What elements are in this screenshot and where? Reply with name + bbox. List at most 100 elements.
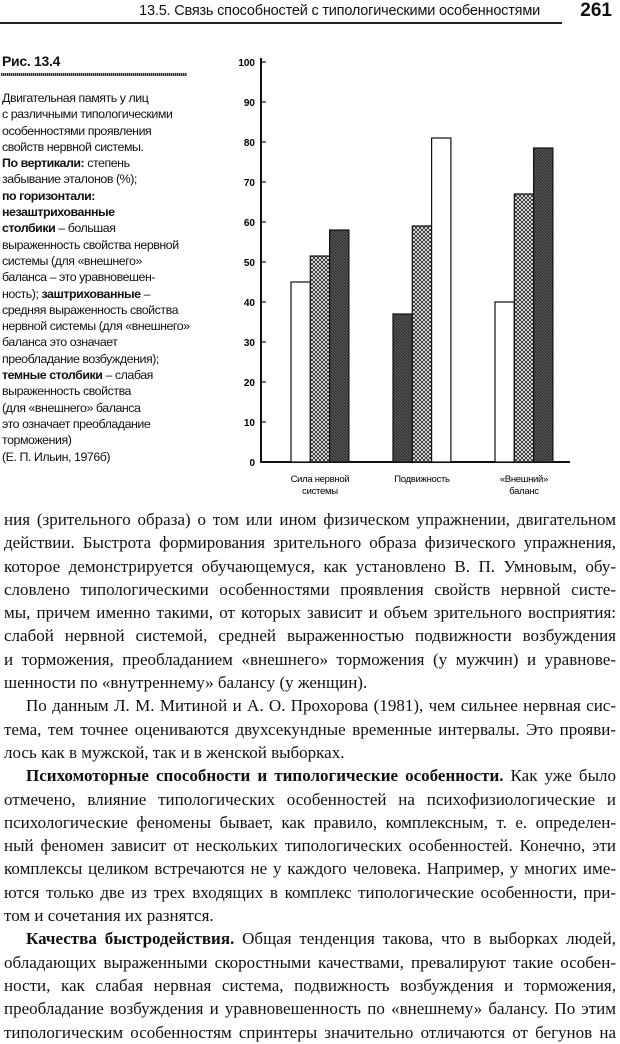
caption-line: торможения) <box>2 432 202 448</box>
line-text: шенности по «внутреннему» балансу (у жен… <box>4 673 368 693</box>
text-line: типологическим особенностям спринтеры зн… <box>4 1021 616 1044</box>
bar-dark <box>328 229 350 463</box>
line-text: мы, причем именно такими, от которых зав… <box>4 603 616 623</box>
text-line: обладающих выраженными скоростными качес… <box>4 951 616 974</box>
line-text: ности, как слабая нервная система, подви… <box>4 975 616 995</box>
caption-line: (для «внешнего» баланса <box>2 400 202 416</box>
text-line: комплексы целиком встречаются не у каждо… <box>4 857 616 880</box>
line-text: отмечено, влияние типологических особенн… <box>4 789 616 809</box>
bar-hatched <box>309 255 331 463</box>
x-category-label: «Внешний» <box>500 474 548 485</box>
caption-bold-text: столбики <box>2 221 56 236</box>
caption-text: средняя выраженность свойства <box>2 302 179 317</box>
caption-text: забывание эталонов (%); <box>2 172 137 187</box>
figure-label: Рис. 13.4 <box>2 53 61 69</box>
caption-bold-text: темные столбики <box>2 368 103 383</box>
header-rule <box>0 22 562 24</box>
caption-line: выраженность свойства <box>2 383 202 399</box>
caption-line: с различными типологическими <box>2 106 202 122</box>
text-line: лось как в мужской, так и в женской выбо… <box>4 741 616 764</box>
caption-text: баланса – это уравновешен- <box>2 270 156 285</box>
y-tick-label: 100 <box>238 58 255 69</box>
caption-line: забывание эталонов (%); <box>2 171 202 187</box>
caption-line: преобладание возбуждения); <box>2 351 202 367</box>
caption-text: – <box>140 286 151 301</box>
text-line: ный феномен зависит от нескольких типоло… <box>4 834 616 857</box>
caption-line: незаштрихованные <box>2 204 202 220</box>
bar-white <box>431 137 452 463</box>
text-line: Психомоторные способности и типологическ… <box>4 764 616 787</box>
caption-line: свойств нервной системы. <box>2 139 202 155</box>
caption-text: баланса это означает <box>2 335 118 350</box>
page-number: 261 <box>580 0 612 21</box>
line-text: и торможения, преобладанием «внешнего» т… <box>4 649 616 669</box>
line-text: лось как в мужской, так и в женской выбо… <box>4 742 345 762</box>
line-text: словлено типологическими особенностями п… <box>4 579 616 599</box>
text-line: том и сочетания их разнятся. <box>4 904 616 927</box>
line-text: типологическим особенностям спринтеры зн… <box>4 1022 616 1042</box>
line-text: действии. Быстрота формирования зрительн… <box>4 533 616 553</box>
caption-line: Двигательная память у лиц <box>2 90 202 106</box>
bar-dark <box>533 147 554 463</box>
text-line: и торможения, преобладанием «внешнего» т… <box>4 648 616 671</box>
paragraph-heading: Качества быстродействия. <box>26 929 235 949</box>
caption-text: (для «внешнего» баланса <box>2 400 141 415</box>
caption-bold-text: незаштрихованные <box>2 205 115 220</box>
text-line: ности, как слабая нервная система, подви… <box>4 974 616 997</box>
text-line: психологические феномены бывает, как пра… <box>4 811 616 834</box>
caption-line: ность); заштрихованные – <box>2 286 202 302</box>
caption-text: с различными типологическими <box>2 107 173 122</box>
bar-hatched <box>513 193 535 463</box>
caption-bold-text: По вертикали: <box>2 156 85 171</box>
line-text: ный феномен зависит от нескольких типоло… <box>4 836 616 856</box>
y-tick-label: 20 <box>244 378 256 389</box>
y-tick-label: 10 <box>244 418 256 429</box>
caption-text: особенностями проявления <box>2 123 152 138</box>
line-text: которое демонстрируется обучающемуся, ка… <box>4 556 616 576</box>
y-tick-label: 30 <box>244 338 256 349</box>
caption-text: торможения) <box>2 433 72 448</box>
caption-line: баланса – это уравновешен- <box>2 269 202 285</box>
y-tick-label: 0 <box>249 458 255 469</box>
text-line: действии. Быстрота формирования зрительн… <box>4 531 616 554</box>
caption-text: это означает преобладание <box>2 416 151 431</box>
caption-line: (Е. П. Ильин, 1976б) <box>2 449 202 465</box>
caption-text: – слабая <box>102 368 153 383</box>
x-category-label: системы <box>302 486 338 497</box>
line-text: ния (зрительного образа) о том или ином … <box>4 510 616 529</box>
caption-line: особенностями проявления <box>2 123 202 139</box>
caption-line: нервной системы (для «внешнего» <box>2 318 202 334</box>
caption-text: (Е. П. Ильин, 1976б) <box>2 449 111 464</box>
caption-line: системы (для «внешнего» <box>2 253 202 269</box>
caption-bold-text: заштрихованные <box>41 286 141 301</box>
caption-text: выраженность свойства <box>2 384 132 399</box>
caption-line: темные столбики – слабая <box>2 367 202 383</box>
caption-line: по горизонтали: <box>2 188 202 204</box>
figure-label-rule <box>1 73 187 76</box>
line-text: обладающих выраженными скоростными качес… <box>4 952 616 972</box>
text-line: отмечено, влияние типологических особенн… <box>4 788 616 811</box>
line-text: По данным Л. М. Митиной и А. О. Прохоров… <box>26 696 616 716</box>
line-text: том и сочетания их разнятся. <box>4 906 214 926</box>
caption-line: выраженность свойства нервной <box>2 237 202 253</box>
caption-line: средняя выраженность свойства <box>2 302 202 318</box>
text-line: Качества быстродействия. Общая тенденция… <box>4 927 616 950</box>
y-tick-label: 90 <box>244 98 256 109</box>
x-category-label: Сила нервной <box>291 474 350 485</box>
line-text: преобладание возбуждения и уравновешенно… <box>4 999 616 1019</box>
caption-text: – большая <box>55 221 116 236</box>
text-line: шенности по «внутреннему» балансу (у жен… <box>4 671 616 694</box>
caption-text: выраженность свойства нервной <box>2 237 179 252</box>
x-category-label: баланс <box>509 486 539 497</box>
y-tick-label: 70 <box>244 178 256 189</box>
caption-line: баланса это означает <box>2 334 202 350</box>
bar-white <box>290 281 311 463</box>
text-line: словлено типологическими особенностями п… <box>4 578 616 601</box>
line-text: слабой нервной системой, средней выражен… <box>4 626 616 646</box>
text-line: преобладание возбуждения и уравновешенно… <box>4 997 616 1020</box>
line-text: психологические феномены бывает, как пра… <box>4 812 616 832</box>
paragraph-heading: Психомоторные способности и типологическ… <box>26 766 504 786</box>
body-text: ния (зрительного образа) о том или ином … <box>4 508 616 1044</box>
caption-line: По вертикали: степень <box>2 155 202 171</box>
caption-text: Двигательная память у лиц <box>2 91 149 105</box>
